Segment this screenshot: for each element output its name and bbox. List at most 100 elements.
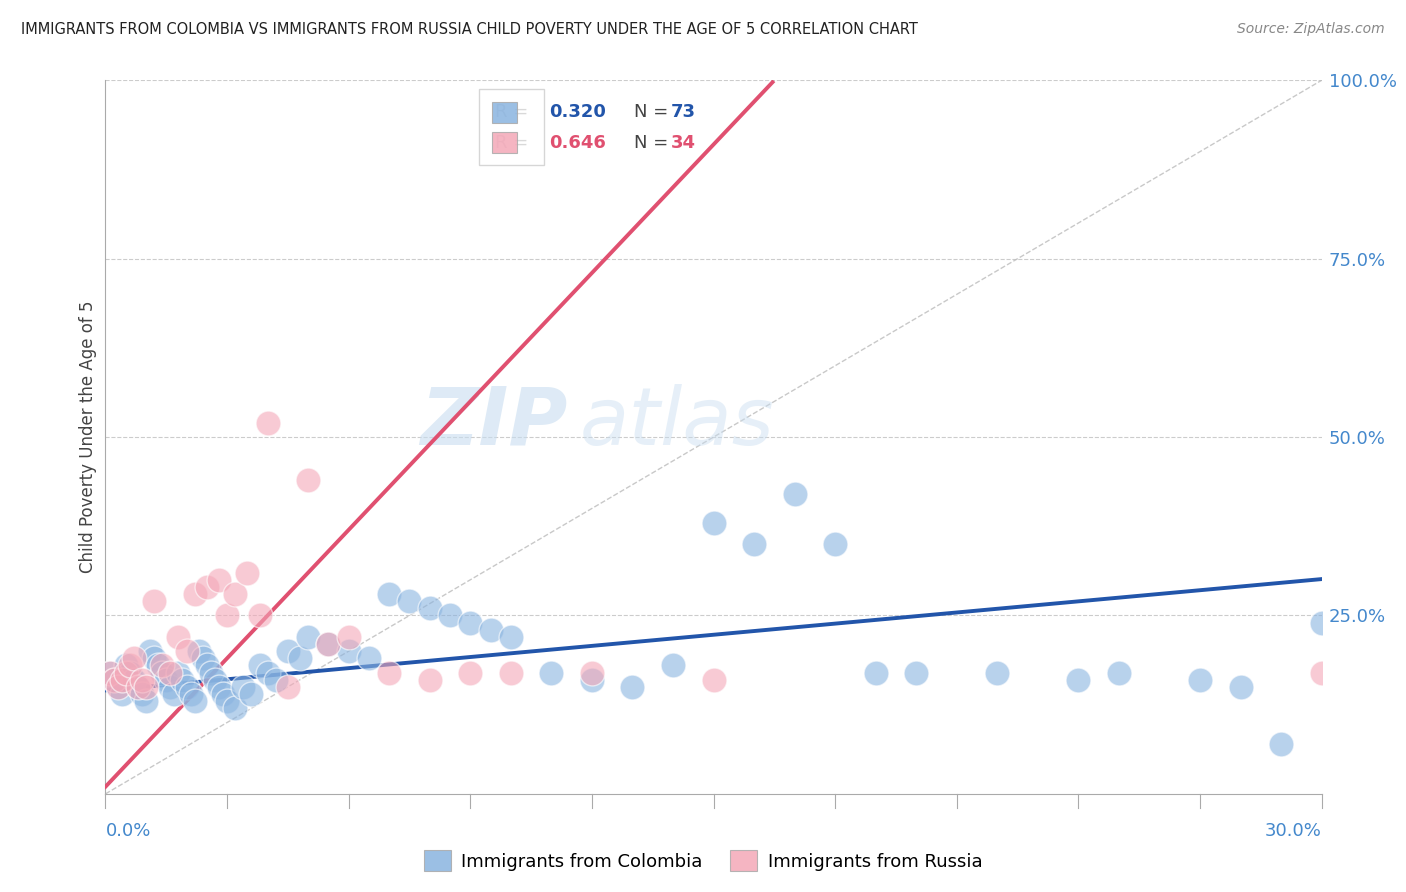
Point <box>107 680 129 694</box>
Point <box>131 687 153 701</box>
Point <box>1067 673 1090 687</box>
Point <box>905 665 928 680</box>
Text: 0.320: 0.320 <box>550 103 606 121</box>
Point <box>118 658 141 673</box>
Point <box>232 680 254 694</box>
Point <box>581 665 603 680</box>
Point <box>499 630 522 644</box>
Point <box>111 687 134 701</box>
Point <box>139 644 162 658</box>
Point <box>155 673 177 687</box>
Point <box>499 665 522 680</box>
Point <box>127 680 149 694</box>
Point <box>135 680 157 694</box>
Point <box>419 673 441 687</box>
Point <box>180 687 202 701</box>
Point <box>167 665 190 680</box>
Point <box>172 673 194 687</box>
Point <box>176 680 198 694</box>
Text: 73: 73 <box>671 103 696 121</box>
Point <box>264 673 287 687</box>
Point <box>357 651 380 665</box>
Point <box>824 537 846 551</box>
Point <box>458 615 481 630</box>
Point <box>337 644 360 658</box>
Text: R =: R = <box>495 134 534 152</box>
Point <box>191 651 214 665</box>
Point <box>204 673 226 687</box>
Point <box>176 644 198 658</box>
Point <box>103 673 125 687</box>
Point <box>240 687 263 701</box>
Point <box>378 587 401 601</box>
Text: N =: N = <box>634 134 675 152</box>
Point <box>208 680 231 694</box>
Point <box>439 608 461 623</box>
Text: IMMIGRANTS FROM COLOMBIA VS IMMIGRANTS FROM RUSSIA CHILD POVERTY UNDER THE AGE O: IMMIGRANTS FROM COLOMBIA VS IMMIGRANTS F… <box>21 22 918 37</box>
Point <box>98 665 121 680</box>
Point <box>742 537 765 551</box>
Point <box>662 658 685 673</box>
Point <box>1229 680 1251 694</box>
Point <box>212 687 235 701</box>
Point <box>98 665 121 680</box>
Point <box>195 580 218 594</box>
Point <box>318 637 340 651</box>
Point <box>122 673 145 687</box>
Point <box>150 658 173 673</box>
Point <box>249 658 271 673</box>
Legend: , : , <box>479 89 544 165</box>
Point <box>702 673 725 687</box>
Point <box>621 680 644 694</box>
Point <box>114 665 136 680</box>
Point <box>122 651 145 665</box>
Point <box>103 673 125 687</box>
Point <box>378 665 401 680</box>
Point <box>865 665 887 680</box>
Text: atlas: atlas <box>579 384 775 462</box>
Text: 0.0%: 0.0% <box>105 822 150 840</box>
Point <box>337 630 360 644</box>
Text: 34: 34 <box>671 134 696 152</box>
Point <box>146 658 169 673</box>
Point <box>131 673 153 687</box>
Point <box>118 665 141 680</box>
Point <box>297 630 319 644</box>
Point <box>107 680 129 694</box>
Text: Source: ZipAtlas.com: Source: ZipAtlas.com <box>1237 22 1385 37</box>
Point <box>167 630 190 644</box>
Point <box>419 601 441 615</box>
Point <box>479 623 502 637</box>
Point <box>163 687 186 701</box>
Text: N =: N = <box>634 103 675 121</box>
Point <box>159 665 181 680</box>
Point <box>581 673 603 687</box>
Point <box>288 651 311 665</box>
Point <box>200 665 222 680</box>
Legend: Immigrants from Colombia, Immigrants from Russia: Immigrants from Colombia, Immigrants fro… <box>416 843 990 879</box>
Point <box>217 694 239 708</box>
Text: 30.0%: 30.0% <box>1265 822 1322 840</box>
Point <box>183 587 205 601</box>
Point <box>783 487 806 501</box>
Point <box>224 701 246 715</box>
Point <box>297 473 319 487</box>
Point <box>143 594 166 608</box>
Text: R =: R = <box>495 103 534 121</box>
Point <box>127 680 149 694</box>
Point <box>398 594 420 608</box>
Point <box>159 680 181 694</box>
Point <box>135 694 157 708</box>
Point <box>1108 665 1130 680</box>
Point <box>986 665 1008 680</box>
Point <box>1310 665 1333 680</box>
Point <box>702 516 725 530</box>
Point <box>1270 737 1292 751</box>
Text: ZIP: ZIP <box>420 384 568 462</box>
Point <box>540 665 562 680</box>
Point <box>1310 615 1333 630</box>
Y-axis label: Child Poverty Under the Age of 5: Child Poverty Under the Age of 5 <box>79 301 97 574</box>
Point <box>111 673 134 687</box>
Point <box>143 651 166 665</box>
Point <box>318 637 340 651</box>
